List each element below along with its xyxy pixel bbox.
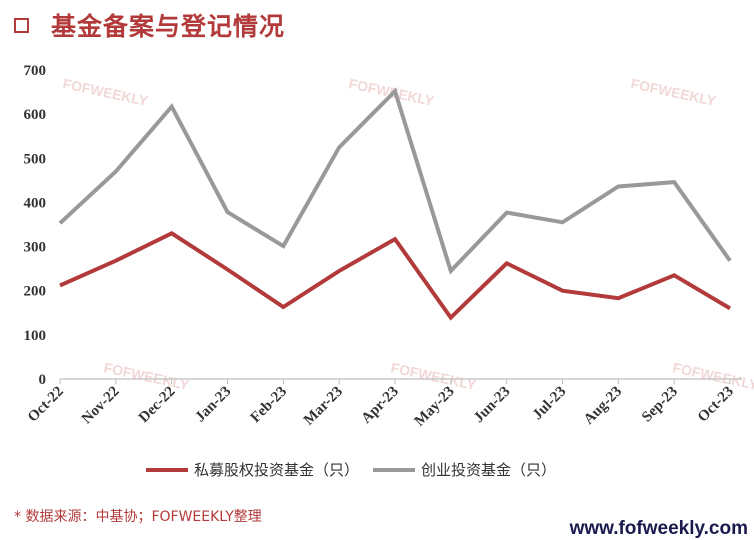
x-tick-label-Jul-23: Jul-23 (530, 384, 570, 424)
y-tick-label-100: 100 (24, 328, 47, 344)
y-tick-label-400: 400 (24, 195, 47, 211)
legend-swatch-series-1 (146, 467, 188, 472)
x-tick-label-Apr-23: Apr-23 (358, 384, 401, 427)
page-title: 基金备案与登记情况 (51, 12, 286, 41)
watermark-2: FOFWEEKLY (629, 75, 718, 109)
chart-legend: 私募股权投资基金（只） 创业投资基金（只） (146, 459, 570, 480)
header: 基金备案与登记情况 (14, 8, 285, 42)
x-tick-label-Oct-22: Oct-22 (25, 384, 67, 426)
x-tick-label-Nov-22: Nov-22 (79, 384, 123, 428)
x-tick-label-Oct-23: Oct-23 (695, 384, 737, 426)
x-tick-label-May-23: May-23 (412, 384, 458, 430)
x-tick-label-Dec-22: Dec-22 (136, 384, 179, 427)
x-tick-label-Mar-23: Mar-23 (301, 384, 346, 429)
website-url: www.fofweekly.com (569, 518, 748, 539)
legend-item-series-1: 私募股权投资基金（只） (146, 459, 359, 480)
y-tick-label-200: 200 (24, 284, 47, 300)
y-tick-label-0: 0 (39, 372, 47, 388)
watermark-4: FOFWEEKLY (389, 359, 478, 393)
watermark-0: FOFWEEKLY (61, 75, 150, 109)
square-bullet-icon (14, 17, 29, 33)
series-line-1 (59, 231, 732, 321)
legend-label-series-1: 私募股权投资基金（只） (194, 461, 360, 479)
series-line-2 (58, 87, 732, 275)
y-tick-label-500: 500 (24, 151, 47, 167)
legend-swatch-series-2 (373, 467, 416, 472)
data-source-note: * 数据来源：中基协；FOFWEEKLY整理 (14, 509, 262, 525)
x-tick-label-Sep-23: Sep-23 (639, 384, 681, 426)
y-tick-label-300: 300 (24, 240, 47, 256)
watermark-5: FOFWEEKLY (671, 359, 754, 393)
x-tick-label-Feb-23: Feb-23 (248, 384, 291, 427)
legend-item-series-2: 创业投资基金（只） (373, 459, 556, 480)
x-tick-label-Aug-23: Aug-23 (581, 384, 625, 428)
legend-label-series-2: 创业投资基金（只） (421, 461, 557, 479)
x-tick-label-Jun-23: Jun-23 (471, 384, 514, 427)
y-tick-label-700: 700 (24, 63, 47, 79)
y-tick-label-600: 600 (24, 107, 47, 123)
x-tick-label-Jan-23: Jan-23 (192, 384, 234, 426)
